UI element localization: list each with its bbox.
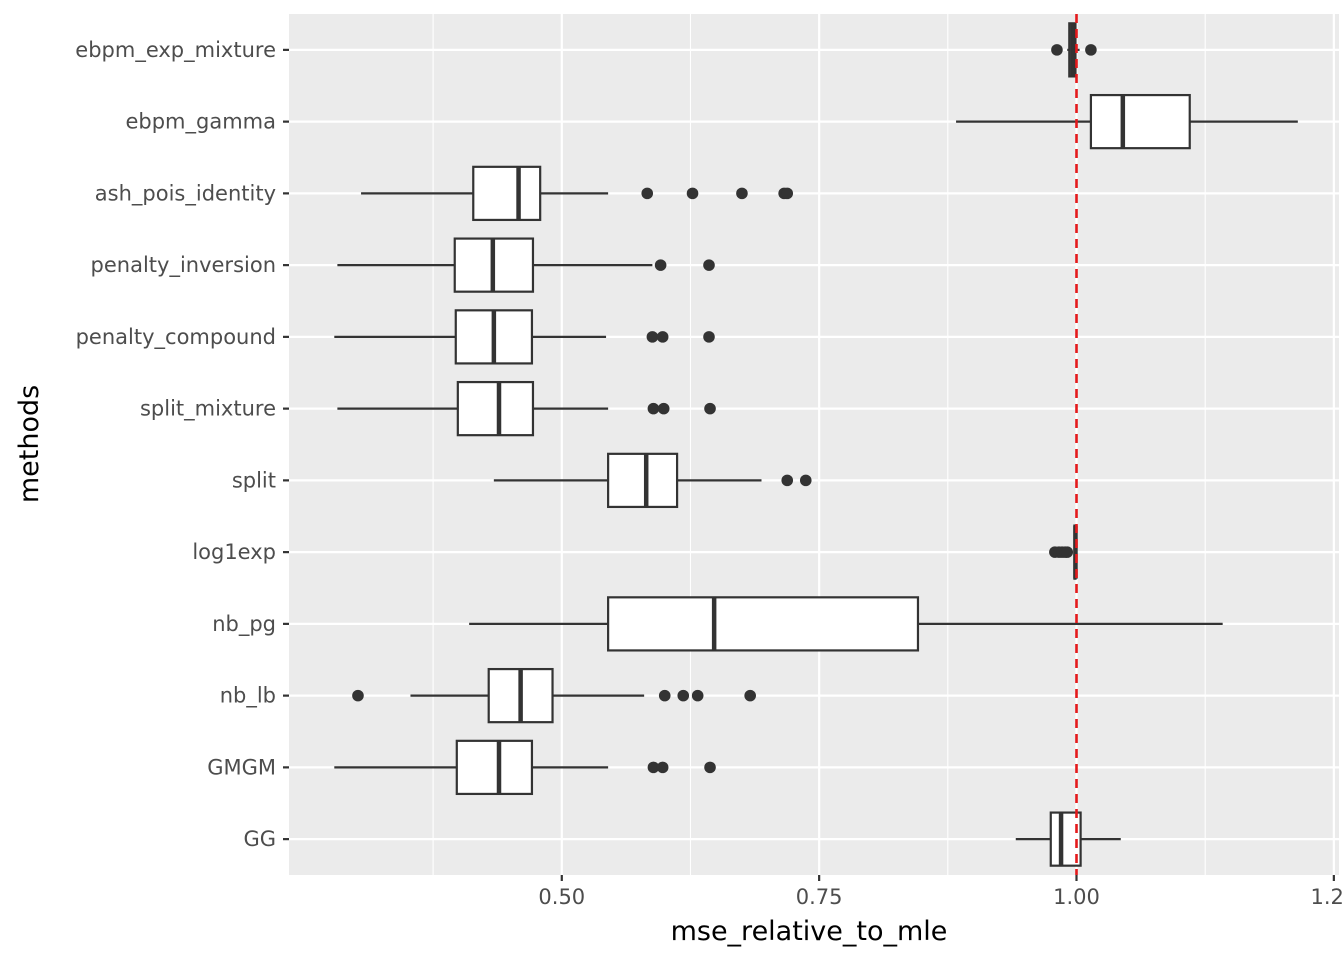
grid-lines	[289, 14, 1339, 875]
box-iqr	[455, 739, 534, 796]
outlier-point	[654, 259, 667, 271]
outlier-point	[641, 187, 654, 200]
y-tick-label: log1exp	[192, 540, 276, 564]
y-tick-label: penalty_inversion	[91, 253, 276, 278]
box-penalty_inversion	[337, 237, 715, 293]
outlier-point	[656, 331, 669, 343]
outlier-point	[647, 761, 660, 774]
y-tick-label: nb_lb	[220, 684, 276, 709]
outlier-point	[781, 187, 794, 200]
box-iqr	[472, 165, 542, 222]
outlier-point	[352, 689, 364, 702]
box-penalty_compound	[334, 309, 715, 365]
outlier-point	[1061, 546, 1074, 558]
box-iqr	[607, 452, 679, 509]
x-axis: 0.50 0.75 1.00 1.25	[538, 875, 1344, 909]
outlier-point	[656, 761, 669, 774]
box-series	[334, 22, 1298, 867]
outlier-point	[677, 689, 690, 702]
y-tick-label: nb_pg	[212, 612, 276, 637]
outlier-point	[1085, 44, 1097, 56]
outlier-point	[691, 689, 704, 702]
y-tick-label: GMGM	[207, 755, 276, 779]
box-nb_lb	[352, 667, 756, 724]
plot-panel	[289, 14, 1339, 875]
y-axis-title: methods	[14, 385, 45, 503]
y-axis: ebpm_exp_mixture ebpm_gamma ash_pois_ident…	[75, 38, 289, 851]
box-iqr	[456, 380, 535, 437]
outlier-point	[744, 689, 756, 702]
x-tick-label: 0.75	[796, 885, 843, 909]
outlier-point	[646, 331, 659, 343]
x-tick-label: 1.00	[1053, 885, 1100, 909]
box-GG	[1015, 811, 1121, 867]
box-ebpm_gamma	[956, 93, 1298, 150]
box-ash_pois_identity	[361, 165, 794, 222]
box-split_mixture	[337, 380, 716, 437]
y-tick-label: split_mixture	[140, 397, 276, 422]
outlier-point	[686, 187, 699, 200]
box-iqr	[607, 596, 920, 652]
outlier-point	[704, 761, 716, 774]
outlier-point	[703, 259, 715, 271]
outlier-point	[703, 331, 715, 343]
outlier-point	[799, 474, 812, 487]
x-axis-title: mse_relative_to_mle	[671, 916, 948, 947]
y-tick-label: ebpm_gamma	[125, 110, 276, 135]
y-tick-label: penalty_compound	[76, 325, 276, 350]
box-iqr	[1089, 93, 1191, 150]
box-split	[493, 452, 812, 509]
y-tick-label: ash_pois_identity	[95, 181, 276, 206]
y-tick-label: GG	[243, 827, 276, 851]
box-nb_pg	[469, 596, 1223, 652]
x-tick-label: 1.25	[1310, 885, 1344, 909]
outlier-point	[657, 402, 670, 415]
outlier-point	[704, 402, 716, 415]
y-tick-label: ebpm_exp_mixture	[75, 38, 276, 63]
outlier-point	[736, 187, 748, 200]
outlier-point	[781, 474, 794, 487]
x-tick-label: 0.50	[538, 885, 585, 909]
outlier-point	[1051, 44, 1063, 56]
box-GMGM	[334, 739, 716, 796]
outlier-point	[658, 689, 671, 702]
outlier-point	[647, 402, 660, 415]
y-tick-label: split	[232, 468, 276, 492]
